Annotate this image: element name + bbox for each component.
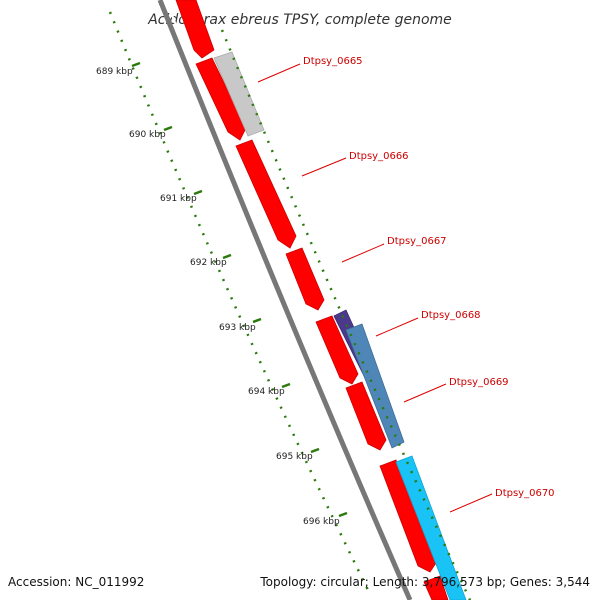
accession-text: Accession: NC_011992 [8,575,144,589]
map-title: Acidovorax ebreus TPSY, complete genome [147,12,452,28]
cds-arrow [345,381,387,451]
topology-text: Topology: circular; Length: 3,796,573 bp… [259,575,590,589]
major-tick [163,125,173,132]
reverse-cds-track [213,51,467,600]
major-ticks [131,61,348,518]
leader-line-0668 [375,317,419,337]
gene-label-0666[interactable]: Dtpsy_0666 [349,151,409,162]
major-tick [222,253,232,260]
major-tick [281,382,291,389]
scale-label-692: 692 kbp [190,258,227,268]
cds-arrow [235,139,297,249]
scale-label-694: 694 kbp [248,387,285,397]
backbone-outer [157,0,413,600]
leader-line-0669 [403,383,447,403]
backbone-inner [165,0,417,600]
gene-label-0670[interactable]: Dtpsy_0670 [495,488,555,499]
scale-label-696: 696 kbp [303,517,340,527]
leader-line-0667 [341,243,385,263]
gene-label-0667[interactable]: Dtpsy_0667 [387,236,447,247]
major-tick [131,61,141,68]
cds-arrow [315,315,359,385]
cds-steel-block [345,323,405,449]
gene-label-0669[interactable]: Dtpsy_0669 [449,377,509,388]
gene-label-0665[interactable]: Dtpsy_0665 [303,56,363,67]
leader-line-0666 [301,157,347,177]
scale-label-695: 695 kbp [276,452,313,462]
forward-cds-track [175,0,449,600]
cds-arrow [175,0,215,59]
leader-line-0670 [449,493,493,513]
label-leaders [257,63,493,513]
major-tick [252,317,262,324]
major-tick [310,447,320,454]
major-tick [193,189,203,196]
cds-grey-block [213,51,265,137]
gene-label-0668[interactable]: Dtpsy_0668 [421,310,481,321]
cds-cyan-block [395,455,467,600]
major-tick [338,511,348,518]
scale-label-693: 693 kbp [219,323,256,333]
cds-arrow [423,575,449,600]
gene-labels: Dtpsy_0665 Dtpsy_0666 Dtpsy_0667 Dtpsy_0… [303,56,555,499]
scale-label-690: 690 kbp [129,130,166,140]
scale-label-689: 689 kbp [96,67,133,77]
leader-line-0665 [257,63,301,83]
scale-label-691: 691 kbp [160,194,197,204]
cds-arrow [379,459,439,573]
scale-labels: 689 kbp 690 kbp 691 kbp 692 kbp 693 kbp … [96,67,340,527]
cds-arrow [195,57,247,141]
cds-arrow [285,247,325,311]
